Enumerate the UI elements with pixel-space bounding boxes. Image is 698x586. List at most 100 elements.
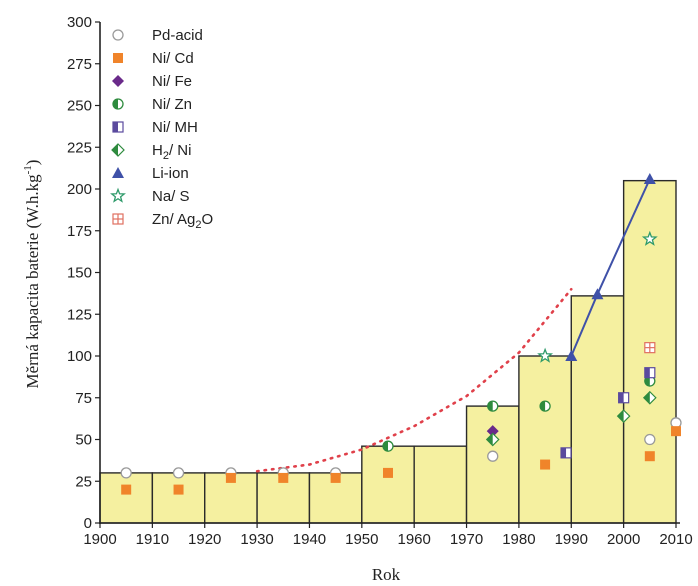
marker-shape bbox=[537, 347, 554, 363]
y-axis-title: Měrná kapacita baterie (W.h.kg-1) bbox=[22, 160, 42, 389]
data-point-series1-3 bbox=[278, 472, 289, 483]
legend-marker-2 bbox=[112, 75, 124, 87]
legend-marker-5 bbox=[111, 143, 125, 157]
marker-shape bbox=[173, 484, 184, 495]
marker-shape bbox=[172, 467, 185, 479]
points-layer bbox=[120, 172, 682, 495]
marker-shape bbox=[110, 187, 126, 203]
marker-fill bbox=[644, 376, 650, 387]
legend-marker-7 bbox=[110, 187, 126, 203]
marker-fill bbox=[644, 367, 650, 378]
data-point-series2-0 bbox=[486, 425, 499, 438]
trend-layer bbox=[255, 287, 573, 473]
x-tick-label-1920: 1920 bbox=[188, 531, 221, 548]
legend-marker-3 bbox=[112, 98, 124, 110]
data-point-series1-4 bbox=[330, 472, 341, 483]
x-tick-label-2000: 2000 bbox=[607, 531, 640, 548]
marker-shape bbox=[112, 167, 124, 178]
data-point-series5-1 bbox=[616, 409, 631, 423]
data-point-series1-5 bbox=[383, 467, 393, 478]
x-tick-label-2010: 2010 bbox=[659, 531, 692, 548]
marker-shape bbox=[486, 425, 499, 438]
marker-fill bbox=[113, 122, 118, 132]
legend-marker-8 bbox=[112, 213, 124, 225]
marker-fill bbox=[112, 144, 118, 156]
marker-shape bbox=[641, 230, 658, 246]
x-tick-label-1980: 1980 bbox=[502, 531, 535, 548]
legend-label-2: Ni/ Fe bbox=[152, 73, 192, 90]
marker-shape bbox=[644, 451, 655, 462]
legend-label-sub: 2 bbox=[195, 219, 201, 231]
y-tick-label-150: 150 bbox=[67, 265, 92, 282]
legend-label-7: Na/ S bbox=[152, 188, 190, 205]
marker-shape bbox=[330, 472, 341, 483]
data-point-series1-8 bbox=[671, 426, 681, 437]
legend-marker-4 bbox=[112, 121, 124, 133]
data-point-series1-7 bbox=[644, 451, 655, 462]
x-axis-title: Rok bbox=[372, 565, 401, 584]
data-point-series5-0 bbox=[485, 432, 500, 447]
legend-label-0: Pd-acid bbox=[152, 27, 203, 44]
marker-fill bbox=[383, 441, 388, 452]
legend-item-8: Zn/ Ag2O bbox=[112, 211, 213, 231]
y-axis-title-sup: -1 bbox=[22, 165, 34, 174]
data-point-series3-0 bbox=[382, 440, 394, 452]
marker-shape bbox=[540, 459, 551, 470]
marker-fill bbox=[540, 401, 546, 412]
legend-label-main: Zn/ Ag bbox=[152, 211, 195, 228]
legend-label-5: H2/ Ni bbox=[152, 142, 191, 162]
marker-shape bbox=[487, 450, 499, 462]
y-tick-label-25: 25 bbox=[75, 473, 92, 490]
bar-1900-1910 bbox=[99, 472, 154, 524]
bar-1970-1980 bbox=[465, 405, 520, 524]
legend-item-1: Ni/ Cd bbox=[113, 50, 194, 67]
data-point-series3-1 bbox=[487, 400, 499, 412]
y-axis-title-end: ) bbox=[23, 160, 42, 166]
y-tick-label-175: 175 bbox=[67, 223, 92, 240]
data-point-series0-5 bbox=[487, 450, 499, 462]
data-point-series4-1 bbox=[618, 392, 630, 404]
data-point-series0-6 bbox=[644, 433, 656, 446]
data-point-series6-0 bbox=[565, 350, 578, 361]
data-point-series6-1 bbox=[591, 288, 604, 300]
legend-label-1: Ni/ Cd bbox=[152, 50, 194, 67]
marker-shape bbox=[671, 426, 681, 437]
legend-marker-0 bbox=[112, 29, 124, 41]
legend-item-6: Li-ion bbox=[112, 165, 189, 182]
marker-shape bbox=[644, 433, 656, 446]
marker-shape bbox=[120, 467, 132, 479]
x-tick-label-1900: 1900 bbox=[83, 531, 116, 548]
marker-shape bbox=[112, 29, 124, 41]
legend-item-5: H2/ Ni bbox=[111, 142, 191, 162]
x-tick-label-1970: 1970 bbox=[450, 531, 483, 548]
marker-shape bbox=[643, 172, 656, 184]
legend-label-8: Zn/ Ag2O bbox=[152, 211, 213, 231]
legend-label-6: Li-ion bbox=[152, 165, 189, 182]
data-point-series5-2 bbox=[642, 390, 657, 405]
legend-label-sub: 2 bbox=[163, 150, 169, 162]
data-point-series0-0 bbox=[120, 467, 132, 479]
legend: Pd-acid Ni/ Cd Ni/ Fe Ni/ Zn Ni/ MH H2/ Ni Li-… bbox=[110, 27, 213, 231]
y-tick-label-75: 75 bbox=[75, 390, 92, 407]
marker-shape bbox=[565, 350, 578, 361]
data-point-series7-1 bbox=[641, 230, 658, 246]
x-tick-label-1910: 1910 bbox=[136, 531, 169, 548]
y-tick-label-275: 275 bbox=[67, 56, 92, 73]
bar-1980-1990 bbox=[518, 355, 572, 524]
data-point-series4-0 bbox=[560, 447, 572, 459]
bar-1960-1970 bbox=[413, 445, 468, 524]
data-point-series4-2 bbox=[644, 367, 656, 379]
x-tick-label-1990: 1990 bbox=[555, 531, 588, 548]
bar-1950-1960 bbox=[361, 445, 415, 524]
legend-item-7: Na/ S bbox=[110, 187, 190, 205]
data-point-series8-0 bbox=[644, 342, 656, 354]
y-axis-title-main: Měrná kapacita baterie (W.h.kg bbox=[23, 174, 42, 389]
data-point-series1-2 bbox=[225, 472, 236, 483]
bar-1990-2000 bbox=[570, 295, 625, 524]
marker-shape bbox=[225, 472, 236, 483]
legend-item-3: Ni/ Zn bbox=[112, 96, 192, 113]
legend-label-4: Ni/ MH bbox=[152, 119, 198, 136]
legend-label-end: O bbox=[201, 211, 213, 228]
data-point-series0-1 bbox=[172, 467, 185, 479]
x-tick-label-1960: 1960 bbox=[397, 531, 430, 548]
